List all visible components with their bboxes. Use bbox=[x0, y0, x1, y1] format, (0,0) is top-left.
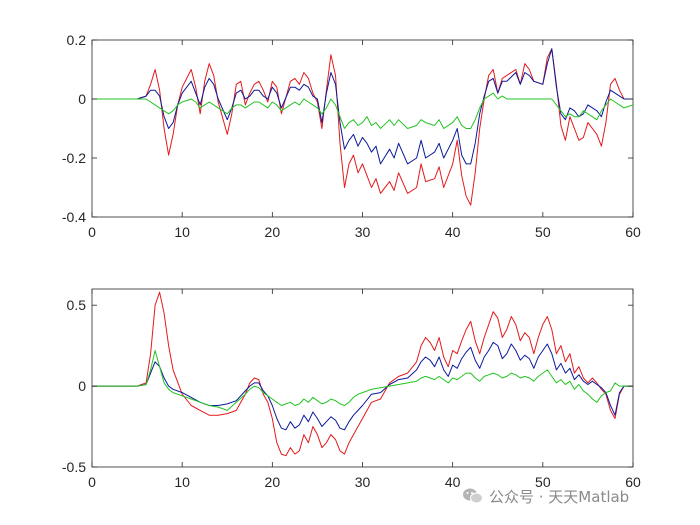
series-line-1 bbox=[92, 291, 633, 457]
plot-area bbox=[91, 288, 634, 468]
x-tick-label: 30 bbox=[355, 474, 371, 490]
x-tick-label: 30 bbox=[355, 224, 371, 240]
y-tick-label: 0 bbox=[78, 378, 86, 394]
x-tick-label: 20 bbox=[265, 474, 281, 490]
x-tick-label: 10 bbox=[174, 224, 190, 240]
subplot-2: 0 10 20 30 40 50 60-0.500.5 bbox=[62, 288, 641, 490]
x-tick-label: 20 bbox=[265, 224, 281, 240]
x-tick-label: 40 bbox=[445, 474, 461, 490]
series-line-2 bbox=[92, 48, 633, 165]
x-tick-label: 50 bbox=[535, 474, 551, 490]
series-line-1 bbox=[92, 48, 633, 206]
y-tick-label: 0.5 bbox=[67, 297, 87, 313]
series-line-3 bbox=[92, 350, 633, 411]
y-tick-label: -0.2 bbox=[62, 150, 86, 166]
y-tick-label: -0.4 bbox=[62, 209, 86, 225]
plot-area bbox=[91, 39, 634, 218]
watermark: 公众号 · 天天Matlab bbox=[462, 484, 629, 508]
subplot-1: 0 10 20 30 40 50 60 -0.4 -0.2 0 0.2 bbox=[62, 32, 641, 240]
x-tick-label: 10 bbox=[174, 474, 190, 490]
x-tick-label: 0 bbox=[88, 474, 96, 490]
x-tick-label: 60 bbox=[625, 474, 641, 490]
series-line-3 bbox=[92, 92, 633, 129]
x-tick-label: 40 bbox=[445, 224, 461, 240]
wechat-icon bbox=[463, 488, 483, 504]
watermark-text: 公众号 · 天天Matlab bbox=[489, 487, 630, 506]
x-tick-label: 0 bbox=[88, 224, 96, 240]
x-tick-label: 50 bbox=[535, 224, 551, 240]
y-tick-label: -0.5 bbox=[62, 459, 86, 475]
y-tick-label: 0 bbox=[78, 91, 86, 107]
series-line-2 bbox=[92, 341, 633, 431]
x-tick-label: 60 bbox=[625, 224, 641, 240]
y-tick-label: 0.2 bbox=[67, 32, 87, 48]
